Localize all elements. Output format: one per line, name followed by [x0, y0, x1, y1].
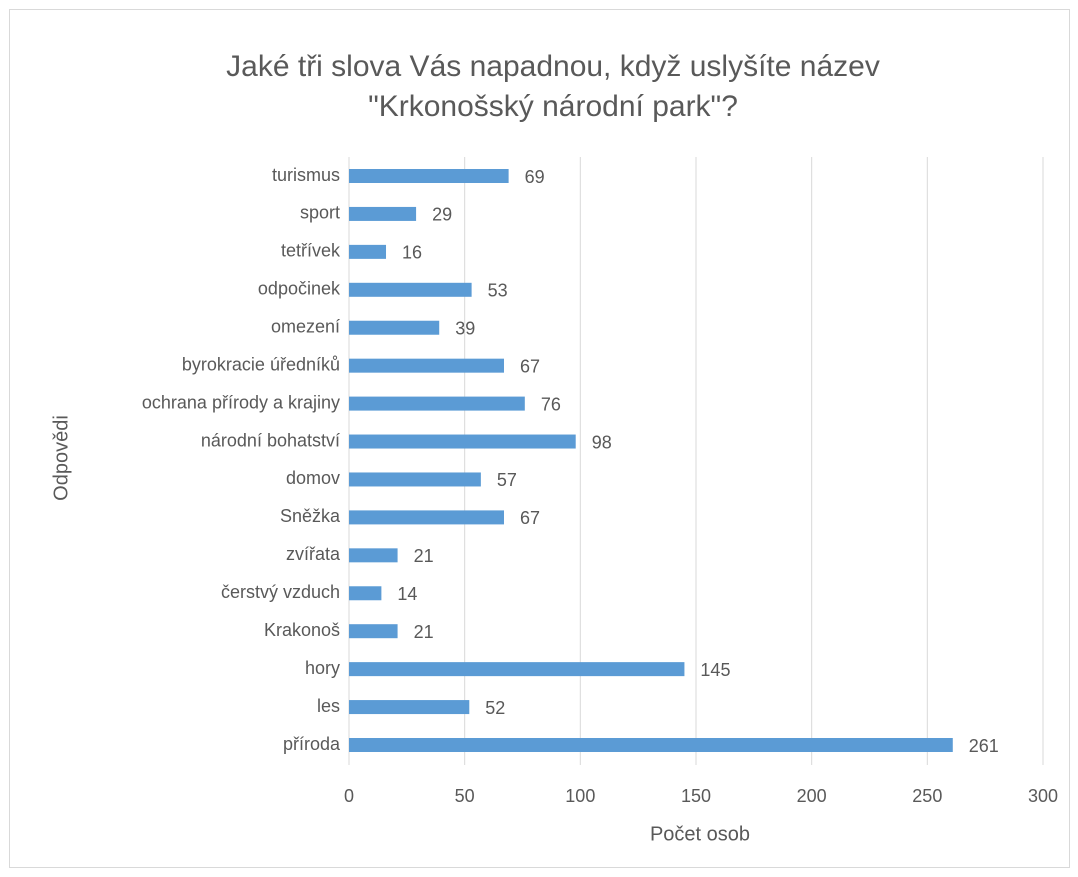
value-label: 67 [520, 508, 540, 528]
value-label: 52 [485, 698, 505, 718]
value-label: 69 [525, 167, 545, 187]
chart-title: "Krkonošský národní park"? [368, 90, 738, 123]
bar [349, 662, 685, 677]
y-tick-label: čerstvý vzduch [221, 582, 340, 602]
value-label: 16 [402, 243, 422, 263]
x-tick-label: 100 [565, 786, 595, 806]
value-label: 53 [488, 281, 508, 301]
bar [349, 510, 504, 525]
y-tick-label: les [317, 696, 340, 716]
bar [349, 738, 953, 752]
y-axis-label: Odpovědi [50, 415, 72, 501]
y-tick-label: hory [305, 658, 340, 678]
x-tick-label: 150 [681, 786, 711, 806]
bar [349, 700, 470, 715]
y-tick-label: turismus [272, 165, 340, 185]
value-label: 261 [969, 736, 999, 756]
value-label: 98 [592, 432, 612, 452]
y-tick-label: Krakonoš [264, 620, 340, 640]
x-tick-label: 300 [1028, 786, 1058, 806]
y-tick-label: zvířata [286, 544, 341, 564]
value-label: 21 [414, 622, 434, 642]
y-tick-label: omezení [271, 316, 340, 336]
bar [349, 282, 472, 297]
y-tick-label: byrokracie úředníků [182, 354, 340, 374]
bar [349, 434, 576, 449]
y-tick-label: domov [286, 468, 340, 488]
value-label: 21 [414, 546, 434, 566]
y-tick-label: ochrana přírody a krajiny [142, 392, 340, 412]
bar [349, 548, 398, 563]
x-tick-label: 200 [797, 786, 827, 806]
x-tick-label: 50 [455, 786, 475, 806]
chart-title: Jaké tři slova Vás napadnou, když uslyší… [226, 50, 880, 83]
y-tick-label: sport [300, 203, 340, 223]
bar [349, 206, 417, 221]
x-axis-label: Počet osob [650, 823, 750, 845]
value-label: 145 [700, 660, 730, 680]
y-tick-label: příroda [283, 734, 341, 754]
bar [349, 396, 525, 411]
bar [349, 472, 481, 487]
x-tick-label: 0 [344, 786, 354, 806]
y-tick-label: odpočinek [258, 279, 341, 299]
value-label: 57 [497, 470, 517, 490]
y-tick-label: Sněžka [280, 506, 341, 526]
y-tick-label: tetřívek [281, 241, 341, 261]
bar [349, 320, 440, 335]
value-label: 76 [541, 394, 561, 414]
value-label: 29 [432, 205, 452, 225]
value-label: 14 [397, 584, 417, 604]
bar [349, 244, 387, 259]
bar [349, 624, 398, 639]
value-label: 67 [520, 356, 540, 376]
bar [349, 358, 504, 373]
bar [349, 169, 509, 183]
bar [349, 586, 382, 601]
x-tick-label: 250 [912, 786, 942, 806]
y-tick-label: národní bohatství [201, 430, 340, 450]
value-label: 39 [455, 318, 475, 338]
